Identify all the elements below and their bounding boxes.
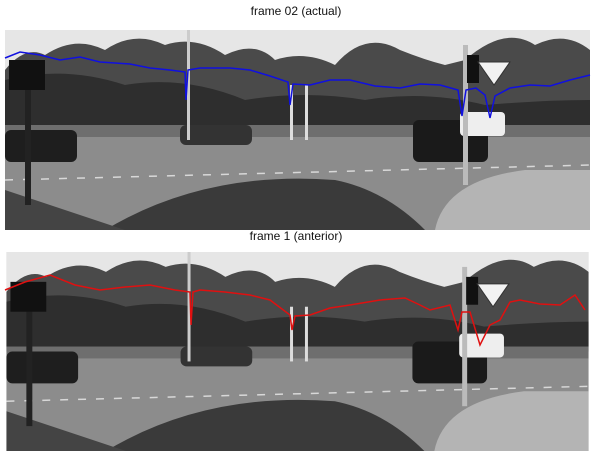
panel-title: frame 02 (actual) [251,4,342,18]
page: frame 02 (actual) frame 1 (anterior) (()… [0,0,592,451]
panel-title: frame 1 (anterior) [250,229,343,243]
figure: frame 02 (actual) frame 1 (anterior) [0,0,592,451]
photo [6,252,588,451]
